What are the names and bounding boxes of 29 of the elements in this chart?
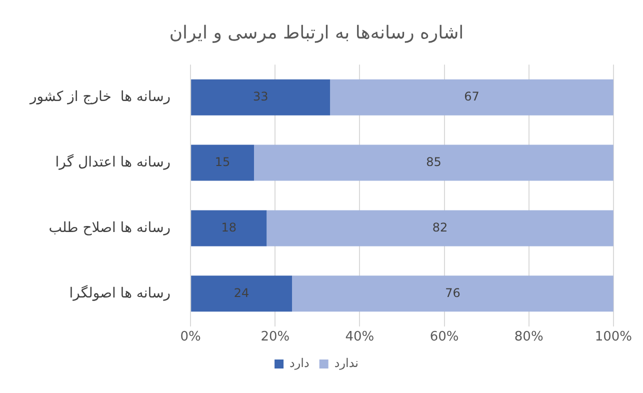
x-tick-label: 80%	[514, 330, 544, 345]
bar	[191, 276, 292, 312]
y-tick-label: رسانه ها اعتدال گرا	[55, 153, 171, 170]
bar	[191, 144, 254, 181]
y-tick-label: رسانه ها خارج از کشور	[28, 88, 171, 105]
x-tick-label: 40%	[345, 330, 374, 345]
y-tick-label: رسانه ها اصولگرا	[69, 284, 171, 302]
x-tick-label: 60%	[430, 330, 459, 345]
bar	[191, 79, 330, 116]
chart-title: اشاره رسانه‌ها به ارتباط مرسی و ایران	[169, 22, 464, 44]
y-tick-label: رسانه ها اصلاح طلب	[48, 220, 171, 236]
data-label: 18	[221, 220, 237, 234]
data-label: 82	[432, 220, 448, 234]
bar	[266, 210, 614, 246]
data-label: 85	[426, 154, 442, 169]
data-label: 67	[464, 89, 480, 104]
bar	[191, 210, 267, 246]
x-tick-label: 0%	[180, 330, 201, 345]
data-label: 24	[234, 286, 250, 300]
x-tick-label: 100%	[594, 330, 632, 345]
x-tick-label: 20%	[260, 330, 290, 345]
bar	[330, 79, 614, 116]
data-label: 33	[252, 89, 268, 104]
bar	[292, 276, 614, 312]
data-label: 15	[214, 154, 230, 169]
bar	[254, 144, 614, 181]
legend-label: ندارد	[334, 356, 358, 370]
legend-label: دارد	[290, 356, 310, 370]
data-label: 76	[445, 286, 460, 300]
